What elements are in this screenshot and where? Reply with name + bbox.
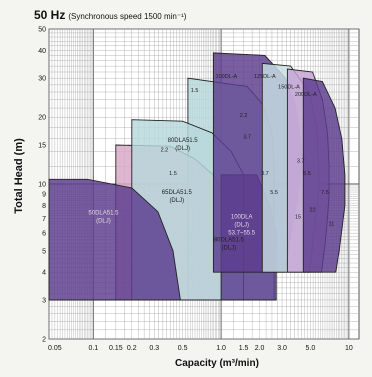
annotation-label: 15 bbox=[295, 214, 301, 220]
annotation-label: 3.7 bbox=[243, 135, 251, 141]
series-label: 80DLA51.5 bbox=[168, 138, 199, 144]
x-tick-label: 2.0 bbox=[255, 345, 265, 352]
x-tick-label: 0.05 bbox=[48, 345, 62, 352]
y-tick-label: 5 bbox=[42, 248, 46, 255]
y-tick-label: 30 bbox=[38, 76, 46, 83]
x-tick-label: 3.0 bbox=[277, 345, 287, 352]
annotation-label: 100DL-A bbox=[216, 74, 238, 80]
series-label: 80DLA51.5 bbox=[214, 238, 245, 244]
y-tick-label: 2 bbox=[42, 337, 46, 344]
x-tick-label: 1.0 bbox=[216, 345, 226, 352]
x-tick-labels: 0.05 0.1 0.15 0.2 0.3 0.5 1.0 1.5 2.0 3.0 5.0 10 bbox=[48, 345, 353, 352]
series-label: (DLJ) bbox=[96, 218, 111, 224]
annotation-label: 7.5 bbox=[321, 190, 329, 196]
y-tick-label: 20 bbox=[38, 115, 46, 122]
y-tick-label: 10 bbox=[38, 182, 46, 189]
x-tick-label: 5.0 bbox=[306, 345, 316, 352]
y-tick-label: 3 bbox=[42, 297, 46, 304]
annotation-label: 5.5 bbox=[270, 190, 278, 196]
annotation-label: 2.2 bbox=[161, 148, 169, 154]
y-tick-label: 6 bbox=[42, 231, 46, 238]
series-label: 50DLA51.5 bbox=[88, 210, 119, 216]
annotation-label: 2.2 bbox=[240, 113, 248, 119]
x-tick-label: 0.5 bbox=[178, 345, 188, 352]
y-tick-label: 9 bbox=[42, 192, 46, 199]
y-tick-label: 8 bbox=[42, 203, 46, 210]
series-label: (DLJ) bbox=[222, 246, 237, 252]
annotation-label: 1.5 bbox=[191, 88, 199, 94]
series-labels: 80DLA51.5 (DLJ) 65DLA51.5 (DLJ) 80DLA51.5 (DL… bbox=[88, 74, 334, 251]
y-tick-label: 4 bbox=[42, 270, 46, 277]
chart-title: 50 Hz (Synchronous speed 1500 min⁻¹) bbox=[34, 8, 186, 22]
annotation-label: 1.5 bbox=[169, 171, 177, 177]
annotation-label: 200DL-A bbox=[295, 92, 317, 98]
area-200dl-a bbox=[302, 77, 346, 273]
y-tick-labels: 2 3 4 5 6 7 8 9 10 15 20 30 40 50 bbox=[38, 27, 46, 344]
chart-title-text: 50 Hz bbox=[34, 8, 66, 22]
x-tick-label: 1.5 bbox=[239, 345, 249, 352]
series-label: 53.7~55.5 bbox=[228, 230, 256, 236]
annotation-label: 150DL-A bbox=[278, 84, 300, 90]
series-label: 100DLA bbox=[231, 214, 253, 220]
y-tick-label: 50 bbox=[38, 27, 46, 34]
x-tick-label: 0.15 bbox=[109, 345, 123, 352]
annotation-label: 5.5 bbox=[303, 171, 311, 177]
y-tick-label: 7 bbox=[42, 216, 46, 223]
series-label: (DLJ) bbox=[234, 222, 249, 228]
annotation-label: 22 bbox=[310, 208, 316, 214]
series-label: 65DLA51.5 bbox=[162, 190, 193, 196]
x-tick-label: 0.2 bbox=[127, 345, 137, 352]
x-tick-label: 0.3 bbox=[149, 345, 159, 352]
series-label: (DLJ) bbox=[169, 198, 184, 204]
x-tick-label: 0.1 bbox=[88, 345, 98, 352]
y-tick-label: 40 bbox=[38, 48, 46, 55]
chart-subtitle: (Synchronous speed 1500 min⁻¹) bbox=[68, 12, 187, 21]
series-areas bbox=[48, 52, 346, 301]
x-tick-label: 10 bbox=[345, 345, 353, 352]
annotation-label: 3.7 bbox=[261, 171, 269, 177]
area-50dla51-5 bbox=[48, 178, 181, 301]
x-axis-label: Capacity (m³/min) bbox=[175, 358, 259, 369]
annotation-label: 11 bbox=[329, 221, 335, 227]
annotation-label: 125DL-A bbox=[254, 74, 276, 80]
series-label: (DLJ) bbox=[175, 146, 190, 152]
annotation-label: 3.7 bbox=[297, 159, 305, 165]
y-tick-label: 15 bbox=[38, 142, 46, 149]
